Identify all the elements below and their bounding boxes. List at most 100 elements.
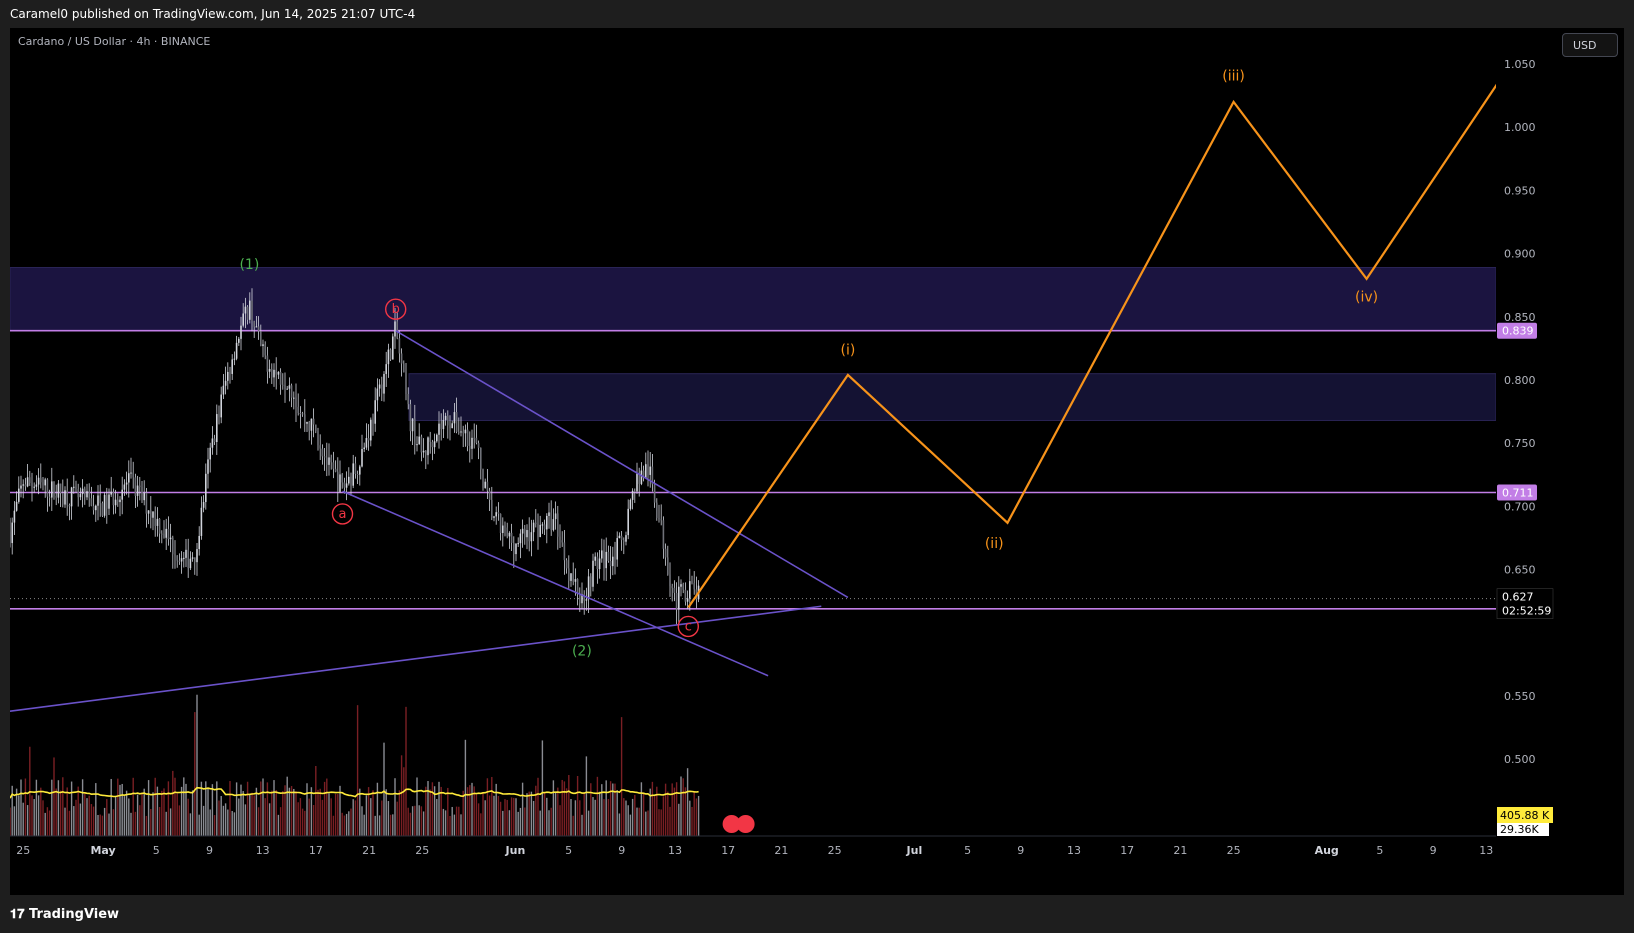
candle-body-232: [517, 543, 519, 545]
candles: [9, 288, 700, 625]
time-tick-24: 5: [1376, 844, 1383, 857]
candle-body-291: [647, 464, 649, 475]
price-tick-7: 0.850: [1504, 311, 1536, 324]
volume-bar-35: [84, 793, 86, 836]
volume-bar-92: [209, 809, 211, 836]
volume-bar-57: [132, 777, 134, 836]
volume-bar-72: [165, 811, 167, 836]
volume-bar-259: [576, 776, 579, 836]
volume-bar-219: [488, 795, 491, 836]
volume-bar-303: [673, 787, 676, 836]
time-tick-13: 17: [721, 844, 735, 857]
price-tick-9: 0.950: [1504, 184, 1536, 197]
volume-bar-104: [235, 782, 238, 836]
volume-bar-14: [37, 795, 40, 836]
volume-bar-267: [594, 799, 596, 836]
volume-bar-264: [587, 810, 590, 836]
volume-bar-39: [92, 806, 95, 836]
volume-bar-302: [671, 783, 673, 836]
candle-body-132: [297, 406, 299, 414]
volume-bar-124: [279, 807, 282, 836]
volume-bar-232: [517, 811, 519, 836]
candle-body-218: [486, 481, 489, 491]
candle-body-145: [326, 457, 328, 465]
volume-bar-244: [543, 792, 546, 836]
candle-body-149: [334, 468, 337, 472]
candle-body-124: [279, 371, 282, 385]
volume-bar-252: [561, 779, 563, 836]
candle-body-144: [323, 456, 326, 458]
candle-body-30: [73, 486, 75, 488]
volume-bar-274: [609, 781, 612, 836]
candle-body-89: [202, 502, 205, 508]
volume-bar-12: [33, 799, 35, 836]
volume-bar-227: [506, 799, 508, 836]
candle-body-281: [625, 535, 627, 542]
volume-bar-208: [464, 739, 467, 836]
candle-body-101: [229, 371, 231, 374]
volume-bar-5: [18, 795, 20, 836]
candle-body-35: [84, 488, 86, 498]
wave-label-1: (1): [239, 257, 259, 273]
candle-body-185: [414, 418, 416, 446]
volume-bar-246: [548, 810, 550, 836]
time-tick-14: 21: [774, 844, 788, 857]
volume-bar-133: [299, 798, 302, 836]
candle-body-108: [244, 306, 247, 314]
current-price-label: 0.627: [1502, 591, 1534, 604]
volume-bar-248: [552, 780, 555, 836]
candle-body-5: [18, 488, 20, 502]
price-tick-5: 0.750: [1504, 437, 1536, 450]
volume-bar-220: [491, 776, 493, 836]
volume-bar-177: [396, 801, 398, 836]
volume-bar-86: [196, 694, 198, 836]
candle-body-161: [361, 449, 363, 467]
candle-body-180: [403, 363, 405, 373]
candle-body-104: [235, 342, 238, 359]
volume-bar-255: [568, 775, 570, 836]
volume-bar-290: [645, 811, 647, 836]
currency-button[interactable]: USD: [1562, 33, 1618, 57]
candle-body-193: [431, 441, 434, 448]
candle-body-200: [447, 415, 449, 426]
volume-bar-44: [103, 807, 106, 836]
candle-body-7: [22, 484, 24, 486]
candle-body-175: [392, 336, 394, 360]
volume-bar-209: [466, 787, 469, 836]
candle-body-154: [345, 483, 348, 488]
candle-body-137: [308, 421, 310, 431]
volume-bar-237: [528, 791, 530, 836]
volume-bar-234: [521, 782, 524, 836]
volume-bar-213: [475, 794, 478, 836]
volume-bar-8: [24, 778, 27, 836]
volume-bar-40: [95, 783, 97, 836]
candle-body-134: [301, 413, 304, 415]
trendline-1: [395, 330, 849, 599]
candle-body-127: [286, 388, 288, 390]
volume-bar-126: [284, 785, 286, 836]
candle-body-13: [35, 484, 38, 487]
candle-body-297: [660, 519, 662, 521]
candle-body-235: [524, 528, 526, 538]
wave-label-circle-2: [385, 298, 407, 320]
candle-body-280: [623, 540, 625, 542]
volume-bar-110: [249, 794, 251, 836]
volume-bar-204: [455, 806, 458, 836]
candle-body-267: [594, 556, 596, 561]
volume-bar-307: [682, 778, 684, 836]
chart-background: [10, 28, 1624, 895]
candle-body-151: [339, 474, 341, 492]
candle-body-40: [95, 505, 97, 511]
volume-bar-173: [387, 801, 390, 836]
volume-bar-37: [88, 795, 90, 836]
volume-bar-70: [161, 790, 163, 836]
chart-area[interactable]: (1) b a c (2) (i) (ii) (iii) (iv) 0.500 0.550 0.650…: [9, 28, 1624, 895]
volume-bar-260: [579, 800, 581, 836]
volume-bar-158: [354, 800, 357, 836]
candle-body-252: [561, 540, 563, 543]
price-chart[interactable]: (1) b a c (2) (i) (ii) (iii) (iv) 0.500 0.550 0.650…: [9, 28, 1624, 895]
volume-bar-141: [317, 789, 319, 836]
time-tick-10: 5: [565, 844, 572, 857]
volume-tag: [1497, 807, 1553, 823]
candle-body-190: [425, 450, 427, 456]
